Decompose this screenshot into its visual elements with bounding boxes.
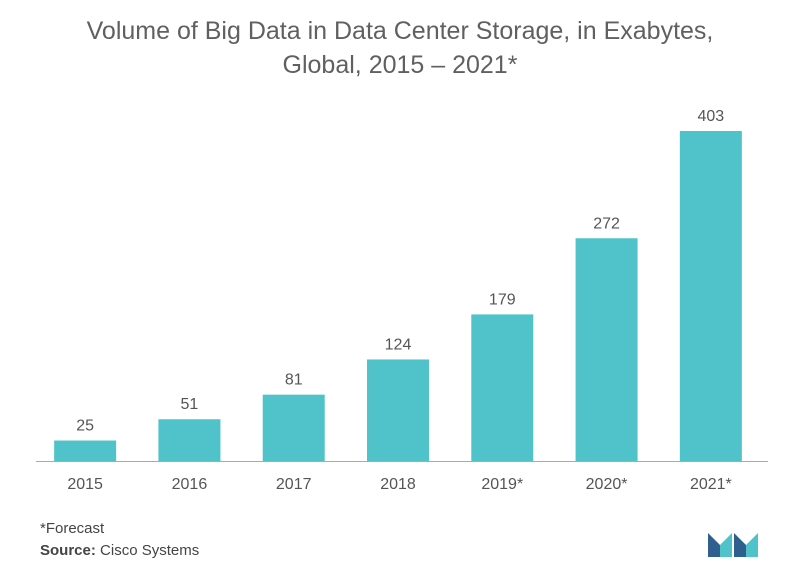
- x-tick-label: 2019*: [481, 476, 523, 493]
- x-tick-label: 2020*: [586, 476, 628, 493]
- x-tick-label: 2015: [67, 476, 103, 493]
- data-label: 25: [76, 418, 94, 435]
- data-label: 403: [698, 108, 725, 125]
- chart-title: Volume of Big Data in Data Center Storag…: [0, 14, 800, 82]
- source-label: Source:: [40, 542, 96, 559]
- bar-2017: [262, 394, 325, 461]
- x-tick-label: 2017: [276, 476, 312, 493]
- data-label: 81: [285, 372, 303, 389]
- data-label: 51: [181, 396, 199, 413]
- data-label: 272: [593, 215, 620, 232]
- bar-2018: [367, 359, 429, 461]
- chart-title-line-1: Volume of Big Data in Data Center Storag…: [86, 17, 714, 45]
- chart-title-line-2: Global, 2015 – 2021*: [282, 51, 518, 79]
- bar-2019-forecast: [471, 314, 534, 461]
- source-value: Cisco Systems: [100, 542, 200, 559]
- source-note: Source: Cisco Systems: [40, 541, 199, 561]
- data-label: 124: [385, 336, 412, 353]
- bar-2021-forecast: [679, 131, 742, 461]
- x-tick-label: 2016: [172, 476, 208, 493]
- x-tick-label: 2018: [380, 476, 416, 493]
- forecast-footnote: *Forecast: [40, 520, 105, 537]
- company-logo-icon: [708, 533, 758, 557]
- x-tick-label: 2021*: [690, 476, 732, 493]
- data-label: 179: [489, 291, 516, 308]
- bar-2015: [54, 440, 117, 461]
- bar-2020-forecast: [575, 238, 638, 461]
- bar-2016: [158, 419, 221, 461]
